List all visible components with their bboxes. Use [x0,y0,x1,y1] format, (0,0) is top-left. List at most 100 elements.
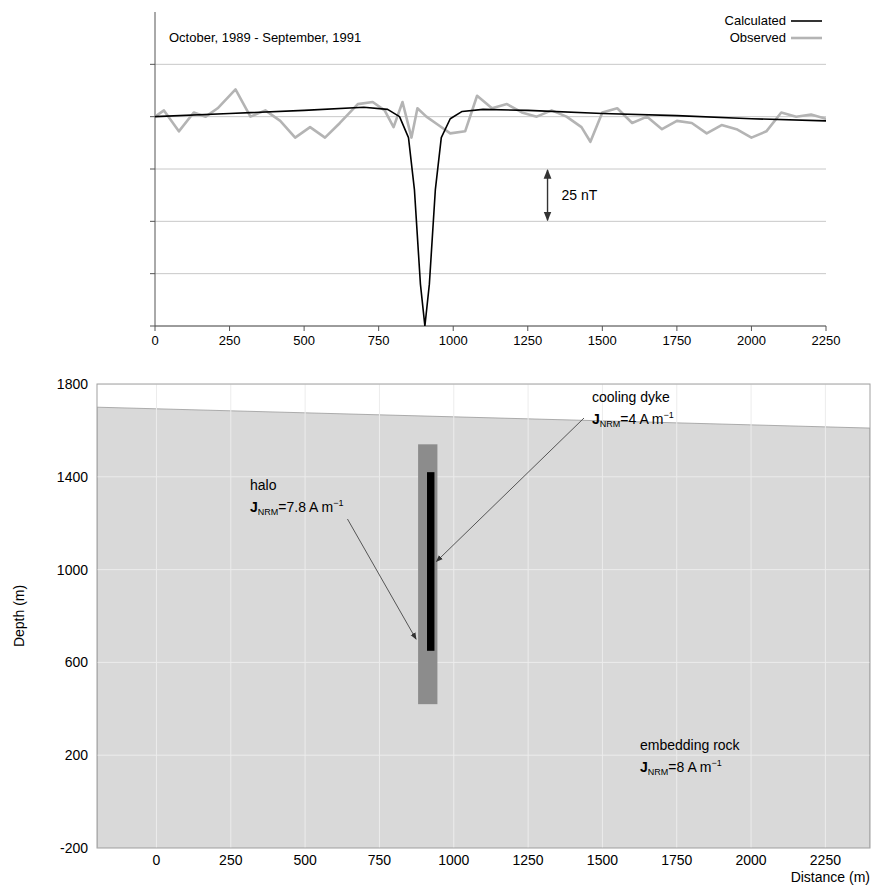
exponent: −1 [664,410,674,420]
section-area [97,384,870,848]
x-tick-label: 2250 [812,333,841,348]
body-cooling-dyke [427,472,434,651]
body-name: embedding rock [640,737,741,753]
grid-line [155,273,826,274]
grid-line [602,384,603,848]
grid-line [528,384,529,848]
grid-line [155,64,826,65]
y-tick [150,326,155,327]
unit: A m [306,499,333,515]
x-tick-label: 250 [219,333,241,348]
unit: A m [684,759,711,775]
x-tick-label: 2000 [737,333,766,348]
annotation: halo JNRM=7.8 A m−1 [250,477,343,517]
x-tick-label: 1500 [588,333,617,348]
x-tick [527,326,528,331]
embedding-rock [97,407,870,848]
panel-title: October, 1989 - September, 1991 [169,30,361,45]
y-tick [150,116,155,117]
y-tick-label: 1800 [57,376,88,392]
plot-frame [97,384,870,848]
legend-label: Calculated [725,13,786,28]
leader-line [436,418,584,561]
x-tick [304,326,305,331]
x-tick [229,326,230,331]
y-tick-label: -200 [60,840,88,856]
x-tick-label: 500 [293,852,317,868]
grid-line [97,662,870,663]
x-tick [676,326,677,331]
relation: = [278,499,286,515]
figure: 0250500750100012501500175020002250Octobe… [0,0,878,888]
grid-line [97,569,870,570]
x-tick [602,326,603,331]
symbol: J [640,759,648,775]
annotation: embedding rock JNRM=8 A m−1 [640,737,741,777]
jnrm-label: JNRM=4 A m−1 [592,410,674,429]
x-tick-label: 250 [219,852,243,868]
annotation: cooling dyke JNRM=4 A m−1 [592,389,674,429]
plot-background [97,384,870,848]
top-panel: 0250500750100012501500175020002250Octobe… [150,12,840,348]
value: 8 [676,759,684,775]
legend: Calculated Observed [725,13,822,45]
jnrm-label: JNRM=8 A m−1 [640,758,722,777]
grid-line [156,384,157,848]
exponent: −1 [333,498,343,508]
x-tick-label: 1750 [661,852,692,868]
x-tick-label: 1250 [513,852,544,868]
x-tick [751,326,752,331]
body-name: cooling dyke [592,389,670,405]
relation: = [668,759,676,775]
y-tick [150,64,155,65]
relation: = [620,411,628,427]
y-tick [150,169,155,170]
value: 7.8 [286,499,306,515]
jnrm-label: JNRM=7.8 A m−1 [250,498,343,517]
y-tick-label: 200 [65,747,89,763]
legend-swatch [791,37,822,40]
x-tick [453,326,454,331]
x-tick [826,326,827,331]
x-tick-label: 1750 [662,333,691,348]
x-tick [378,326,379,331]
x-tick-label: 0 [151,333,158,348]
x-tick-label: 1500 [587,852,618,868]
x-axis [155,326,826,327]
grid-line [676,384,677,848]
bottom-panel: -200200600100014001800025050075010001250… [11,376,870,885]
x-tick-label: 2250 [810,852,841,868]
x-tick-label: 2000 [735,852,766,868]
y-tick-label: 1400 [57,469,88,485]
subscript: NRM [600,419,621,429]
series-line [155,89,826,141]
grid-line [155,169,826,170]
x-axis-title: Distance (m) [791,869,870,885]
grid-line [97,476,870,477]
x-tick-label: 0 [153,852,161,868]
value: 4 [628,411,636,427]
x-tick-label: 1250 [513,333,542,348]
grid-line [751,384,752,848]
legend-label: Observed [730,30,786,45]
symbol: J [592,411,600,427]
x-tick-label: 1000 [438,852,469,868]
unit: A m [636,411,663,427]
body-halo [418,444,437,704]
subscript: NRM [648,767,669,777]
x-tick-label: 500 [293,333,315,348]
legend-swatch [791,20,822,22]
symbol: J [250,499,258,515]
x-tick-label: 1000 [439,333,468,348]
grid-line [453,384,454,848]
y-axis-title: Depth (m) [11,585,27,647]
y-tick-label: 1000 [57,562,88,578]
y-tick [150,221,155,222]
grid-line [230,384,231,848]
subscript: NRM [258,507,279,517]
x-tick [155,326,156,331]
body-name: halo [250,477,277,493]
series-line [155,107,826,326]
grid-line [379,384,380,848]
scale-bar-label: 25 nT [562,187,598,203]
